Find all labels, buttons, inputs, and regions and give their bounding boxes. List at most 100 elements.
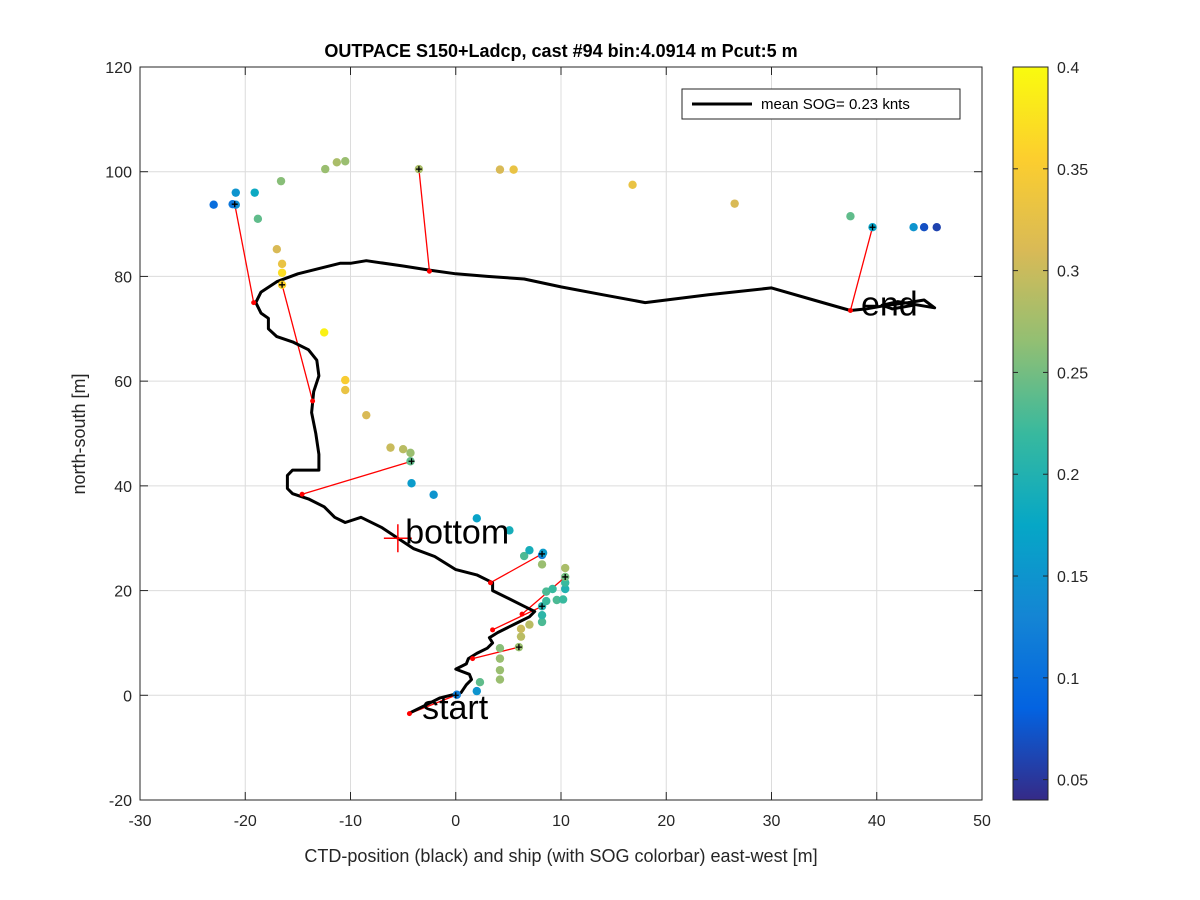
ship-point: [537, 617, 547, 627]
ship-marker: [869, 224, 876, 231]
colorbar-tick-label: 0.05: [1057, 773, 1088, 790]
x-tick-label: -10: [339, 813, 362, 830]
ship-points: [209, 157, 941, 699]
legend: mean SOG= 0.23 knts: [681, 88, 961, 120]
ship-point: [231, 188, 240, 197]
ship-marker: [539, 550, 546, 557]
y-tick-label: 20: [114, 584, 132, 601]
ship-ctd-link: [849, 227, 874, 311]
ship-point: [542, 587, 551, 596]
annotation-start: start: [422, 689, 489, 727]
ship-point: [846, 212, 855, 221]
colorbar-tick-label: 0.2: [1057, 467, 1079, 484]
bottom-marker: [383, 524, 412, 553]
y-ticks: -20 0 20 40 60 80 100 120: [105, 60, 982, 810]
ship-ctd-link: [472, 646, 520, 660]
colorbar-tick-label: 0.25: [1057, 365, 1088, 382]
ship-point: [341, 375, 350, 385]
ship-point: [495, 643, 505, 653]
colorbar-tick-label: 0.15: [1057, 569, 1088, 586]
y-tick-label: 100: [105, 165, 132, 182]
ship-marker: [408, 458, 415, 465]
ship-point: [516, 624, 526, 633]
colorbar-tick-label: 0.3: [1057, 264, 1079, 281]
ship-point: [472, 686, 481, 696]
ship-point: [272, 245, 282, 254]
ship-point: [495, 165, 505, 174]
annotation-bottom: bottom: [405, 513, 509, 551]
ship-point: [250, 188, 259, 197]
colorbar: 0.05 0.1 0.15 0.2 0.25 0.3 0.35 0.4: [1012, 60, 1088, 801]
legend-label: mean SOG= 0.23 knts: [761, 96, 910, 113]
ctd-marker: [426, 268, 432, 274]
ship-point: [362, 410, 371, 420]
ctd-marker: [251, 300, 257, 306]
x-axis-label: CTD-position (black) and ship (with SOG …: [304, 846, 817, 866]
ship-point: [537, 560, 547, 569]
ship-point: [558, 595, 568, 604]
ship-ctd-link: [418, 169, 431, 272]
ship-point: [341, 157, 350, 166]
ctd-marker: [310, 398, 316, 404]
y-tick-label: 80: [114, 269, 132, 286]
ship-marker: [562, 573, 569, 580]
ship-point: [537, 610, 547, 620]
ship-point: [542, 596, 551, 606]
ship-point: [932, 223, 941, 232]
y-axis-label: north-south [m]: [69, 373, 89, 494]
ship-point: [386, 443, 395, 452]
ctd-marker: [490, 627, 496, 633]
x-tick-label: 10: [552, 813, 570, 830]
chart-title: OUTPACE S150+Ladcp, cast #94 bin:4.0914 …: [324, 41, 797, 61]
x-ticks: -30 -20 -10 0 10 20 30 40 50: [128, 67, 991, 830]
ship-point: [277, 268, 287, 277]
annotation-end: end: [861, 286, 918, 324]
tracks: [234, 169, 937, 715]
x-tick-label: 0: [451, 813, 460, 830]
ship-point: [429, 490, 438, 499]
ctd-marker: [406, 711, 412, 717]
ship-ctd-link: [234, 204, 255, 303]
ship-point: [332, 158, 342, 167]
x-tick-label: -20: [234, 813, 257, 830]
y-tick-label: -20: [109, 793, 132, 810]
x-tick-label: 30: [763, 813, 781, 830]
ship-point: [209, 200, 218, 209]
ship-point: [319, 328, 329, 337]
x-tick-label: 50: [973, 813, 991, 830]
ship-point: [552, 595, 561, 605]
ship-point: [909, 223, 918, 232]
ship-ctd-link: [301, 460, 412, 495]
ctd-track-line: [254, 259, 937, 715]
annotations: start bottom end: [383, 286, 918, 727]
y-tick-label: 0: [123, 688, 132, 705]
ship-point: [495, 654, 505, 663]
ship-marker: [539, 603, 546, 610]
ship-marker: [515, 644, 522, 651]
x-tick-label: 20: [657, 813, 675, 830]
y-tick-label: 60: [114, 374, 132, 391]
x-tick-label: -30: [128, 813, 151, 830]
ship-point: [253, 214, 263, 224]
ship-marker: [452, 692, 459, 699]
ship-point: [505, 526, 514, 535]
ship-point: [561, 584, 570, 594]
ship-point: [472, 514, 481, 523]
ship-point: [561, 578, 570, 587]
ship-marker: [415, 166, 422, 173]
x-tick-label: 40: [868, 813, 886, 830]
ship-point: [730, 199, 739, 208]
ship-point: [525, 620, 534, 629]
ship-point: [538, 548, 548, 558]
ship-marker: [231, 201, 238, 208]
colorbar-tick-label: 0.1: [1057, 671, 1079, 688]
ship-point: [495, 665, 505, 675]
colorbar-tick-label: 0.35: [1057, 162, 1088, 179]
colorbar-gradient: [1012, 66, 1049, 801]
ship-point: [919, 223, 929, 232]
ctd-marker: [519, 611, 525, 617]
ship-point: [509, 165, 518, 174]
ship-point: [519, 551, 529, 561]
